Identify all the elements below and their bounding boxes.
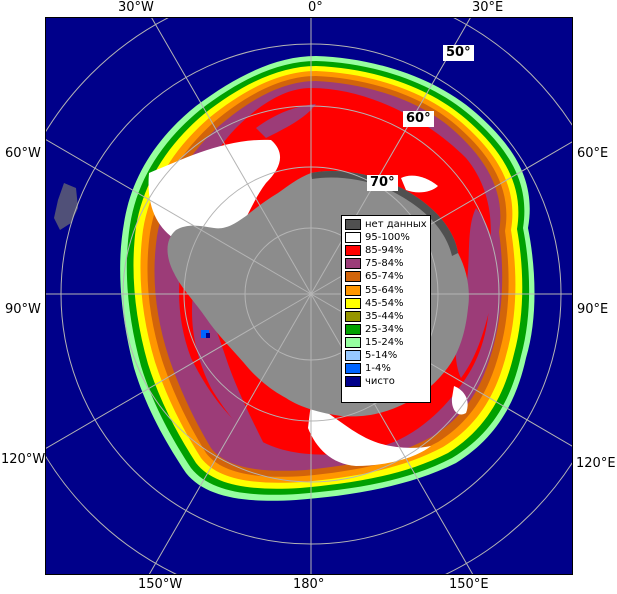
legend-swatch — [345, 349, 361, 361]
legend-label: 35-44% — [365, 310, 404, 322]
lon-label-0: 0° — [308, 0, 323, 15]
lat-label-50: 50° — [443, 45, 474, 61]
legend-swatch — [345, 284, 361, 296]
lon-label-150e: 150°E — [449, 577, 489, 592]
lon-label-150w: 150°W — [138, 577, 183, 592]
legend-item: 45-54% — [345, 297, 427, 310]
legend-swatch — [345, 258, 361, 270]
legend-item: 5-14% — [345, 349, 427, 362]
legend-item: 35-44% — [345, 310, 427, 323]
legend-label: 1-4% — [365, 363, 391, 375]
legend-label: 75-84% — [365, 258, 404, 270]
graticule — [46, 18, 572, 574]
legend-swatch — [345, 363, 361, 375]
legend-item: 1-4% — [345, 362, 427, 375]
lon-label-120w: 120°W — [1, 452, 46, 467]
ice-patch-75-84-north — [256, 104, 316, 138]
sea-ice-map — [46, 18, 572, 574]
land-south-america — [54, 183, 78, 230]
ice-east-white-1 — [401, 175, 438, 193]
legend-swatch — [345, 219, 361, 231]
lon-label-60e: 60°E — [577, 146, 609, 161]
legend-item: 55-64% — [345, 283, 427, 296]
coast-no-data — [311, 171, 458, 256]
legend-swatch — [345, 232, 361, 244]
legend-swatch — [345, 297, 361, 309]
lon-label-120e: 120°E — [576, 456, 616, 471]
legend-item: 75-84% — [345, 257, 427, 270]
ice-patch-75-84-east — [455, 208, 496, 378]
lon-label-30w: 30°W — [118, 0, 154, 15]
legend-label: 65-74% — [365, 271, 404, 283]
legend-label: 25-34% — [365, 323, 404, 335]
ice-east-white-2 — [451, 386, 468, 415]
ice-patch-clear — [206, 333, 210, 338]
antarctic-peninsula — [196, 218, 254, 286]
ice-ross-white — [308, 403, 431, 466]
legend-swatch — [345, 245, 361, 257]
legend-label: 85-94% — [365, 245, 404, 257]
legend-label: 95-100% — [365, 232, 410, 244]
lat-label-60: 60° — [403, 111, 434, 127]
ice-patch-1-4 — [201, 330, 209, 338]
lon-label-30e: 30°E — [472, 0, 504, 15]
legend-label: 15-24% — [365, 336, 404, 348]
lon-label-60w: 60°W — [5, 146, 41, 161]
legend-label: 45-54% — [365, 297, 404, 309]
legend-label: чисто — [365, 376, 395, 388]
lon-label-180: 180° — [293, 577, 325, 592]
legend-item: 85-94% — [345, 244, 427, 257]
legend-item: 25-34% — [345, 323, 427, 336]
legend-label: 5-14% — [365, 349, 398, 361]
lat-label-70: 70° — [367, 175, 398, 191]
legend-item: чисто — [345, 375, 427, 388]
lon-label-90w: 90°W — [5, 302, 41, 317]
legend-label: 55-64% — [365, 284, 404, 296]
legend-item: 65-74% — [345, 270, 427, 283]
legend-swatch — [345, 310, 361, 322]
legend-swatch — [345, 323, 361, 335]
lon-label-90e: 90°E — [577, 302, 609, 317]
legend-swatch — [345, 336, 361, 348]
legend-swatch — [345, 376, 361, 388]
legend-item: 95-100% — [345, 231, 427, 244]
legend-swatch — [345, 271, 361, 283]
ice-weddell-white — [148, 139, 281, 250]
legend-label: нет данных — [365, 219, 427, 231]
legend: нет данных 95-100% 85-94% 75-84% 65-74% 55-64… — [341, 215, 431, 403]
map-frame — [45, 17, 573, 575]
legend-item: нет данных — [345, 218, 427, 231]
legend-item: 15-24% — [345, 336, 427, 349]
